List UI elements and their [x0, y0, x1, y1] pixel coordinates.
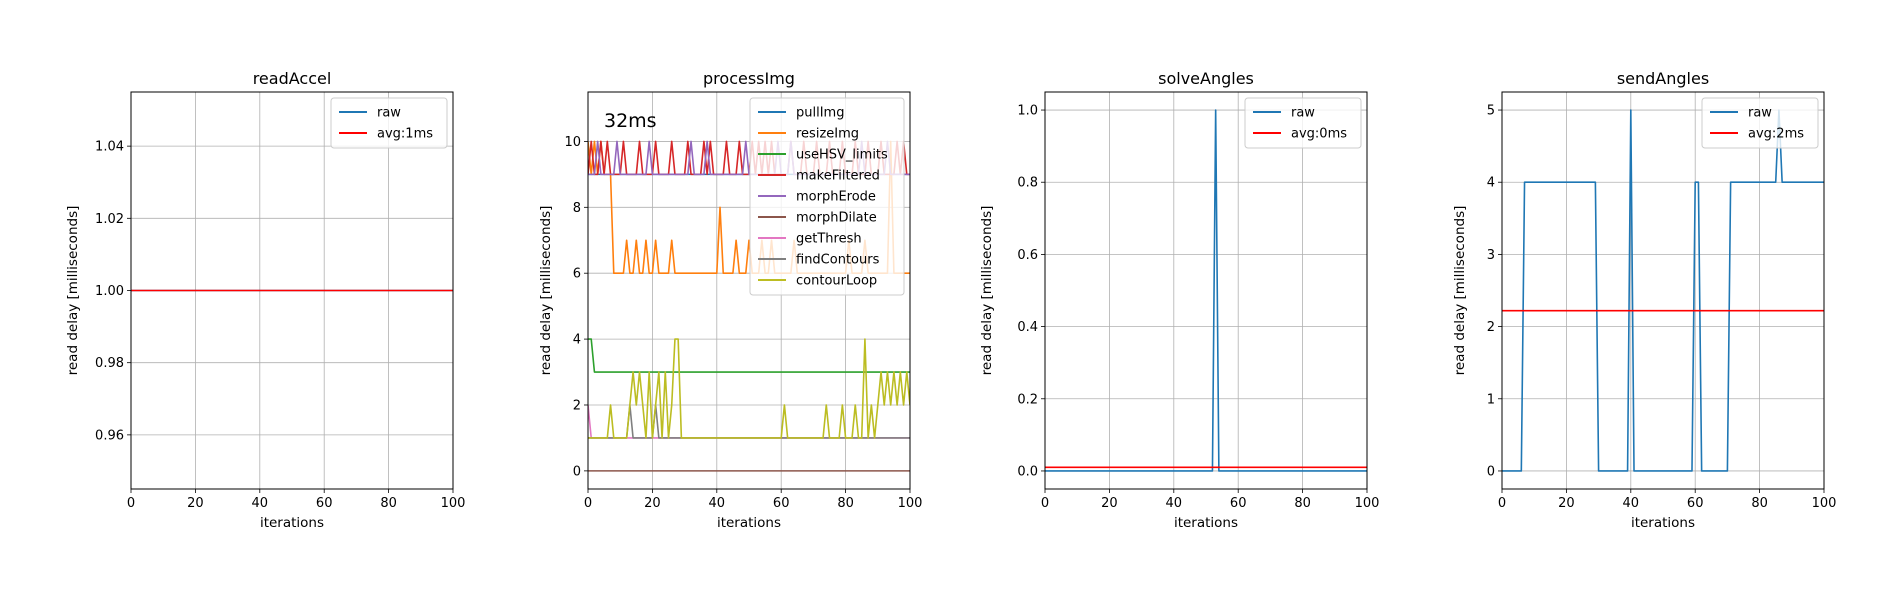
- legend-box: [1701, 97, 1819, 149]
- y-axis-label: read delay [milliseconds]: [65, 206, 81, 376]
- axes-frame: [1501, 91, 1825, 490]
- y-tick-label: 1.04: [95, 140, 124, 155]
- chart-panel-solveAngles: 0 20 40 60 80 100 0.0 0.2 0.4 0.6 0.8 1.0 solveAngle…: [979, 69, 1379, 531]
- legend-label: useHSV_limits: [796, 148, 888, 163]
- legend-label: morphErode: [796, 190, 876, 205]
- series-line-raw: [1502, 109, 1824, 472]
- legend-box: [1244, 97, 1362, 149]
- legend: raw avg:2ms: [1701, 97, 1819, 149]
- chart-annotation: 32ms: [604, 110, 657, 132]
- series-line-contourLoop: [588, 338, 910, 439]
- x-tick-label: 0: [1498, 496, 1506, 511]
- x-tick-label: 0: [1041, 496, 1049, 511]
- legend-box: [749, 97, 905, 296]
- legend-label: avg:0ms: [1291, 127, 1347, 142]
- legend-label: getThresh: [796, 232, 862, 247]
- x-axis-label: iterations: [1631, 515, 1695, 531]
- legend: raw avg:1ms: [330, 97, 448, 149]
- x-tick-label: 60: [773, 496, 790, 511]
- x-axis-label: iterations: [260, 515, 324, 531]
- x-tick-label: 40: [709, 496, 726, 511]
- legend-label: avg:1ms: [377, 127, 433, 142]
- y-tick-label: 5: [1487, 104, 1495, 119]
- y-tick-label: 4: [1487, 176, 1495, 191]
- y-tick-label: 0.96: [95, 428, 124, 443]
- y-tick-label: 0.0: [1017, 464, 1038, 479]
- legend-box: [330, 97, 448, 149]
- y-axis-label: read delay [milliseconds]: [538, 206, 554, 376]
- x-tick-label: 100: [1812, 496, 1837, 511]
- x-tick-label: 0: [584, 496, 592, 511]
- y-tick-label: 4: [573, 333, 581, 348]
- y-tick-label: 8: [573, 201, 581, 216]
- legend-label: contourLoop: [796, 274, 877, 289]
- y-tick-label: 1.0: [1017, 104, 1038, 119]
- y-tick-label: 0: [1487, 464, 1495, 479]
- y-tick-label: 0.2: [1017, 392, 1038, 407]
- y-tick-label: 6: [573, 267, 581, 282]
- x-tick-label: 40: [1623, 496, 1640, 511]
- y-tick-label: 1: [1487, 392, 1495, 407]
- chart-title: readAccel: [253, 69, 332, 88]
- legend-label: raw: [1748, 106, 1772, 121]
- y-tick-label: 0: [573, 464, 581, 479]
- x-tick-label: 60: [1687, 496, 1704, 511]
- series-line-raw: [1045, 109, 1367, 472]
- y-axis-label: read delay [milliseconds]: [1452, 206, 1468, 376]
- x-tick-label: 60: [1230, 496, 1247, 511]
- y-tick-label: 3: [1487, 248, 1495, 263]
- legend: raw avg:0ms: [1244, 97, 1362, 149]
- x-axis-label: iterations: [717, 515, 781, 531]
- legend: pullImg resizeImg useHSV_limits makeFiltere…: [749, 97, 905, 296]
- chart-title: sendAngles: [1617, 69, 1709, 88]
- x-axis-label: iterations: [1174, 515, 1238, 531]
- x-tick-label: 60: [316, 496, 333, 511]
- x-tick-label: 20: [1558, 496, 1575, 511]
- x-tick-label: 100: [1355, 496, 1380, 511]
- legend-label: findContours: [796, 253, 880, 268]
- y-tick-label: 0.6: [1017, 248, 1038, 263]
- x-tick-label: 0: [127, 496, 135, 511]
- x-tick-label: 20: [1101, 496, 1118, 511]
- chart-title: processImg: [703, 69, 795, 88]
- legend-label: makeFiltered: [796, 169, 880, 184]
- legend-label: pullImg: [796, 106, 844, 121]
- legend-label: raw: [1291, 106, 1315, 121]
- x-tick-label: 80: [837, 496, 854, 511]
- y-axis-label: read delay [milliseconds]: [979, 206, 995, 376]
- x-tick-label: 80: [1751, 496, 1768, 511]
- x-tick-label: 80: [380, 496, 397, 511]
- chart-panel-readAccel: 0 20 40 60 80 100 0.96 0.98 1.00 1.02 1.04 readAcce…: [65, 69, 465, 531]
- series-line-useHSV_limits: [588, 338, 910, 373]
- x-tick-label: 40: [252, 496, 269, 511]
- legend-label: resizeImg: [796, 127, 859, 142]
- x-tick-label: 40: [1166, 496, 1183, 511]
- series-group: [1502, 109, 1824, 472]
- y-tick-label: 2: [1487, 320, 1495, 335]
- x-tick-label: 100: [898, 496, 923, 511]
- legend-label: avg:2ms: [1748, 127, 1804, 142]
- y-tick-label: 0.8: [1017, 176, 1038, 191]
- y-tick-label: 1.02: [95, 212, 124, 227]
- series-group: [1045, 109, 1367, 472]
- x-tick-label: 20: [187, 496, 204, 511]
- y-tick-label: 1.00: [95, 284, 124, 299]
- chart-panel-sendAngles: 0 20 40 60 80 100 0 1 2 3 4 5 sendAngles iterations re…: [1452, 69, 1836, 531]
- y-tick-label: 0.4: [1017, 320, 1038, 335]
- x-tick-label: 100: [441, 496, 466, 511]
- legend-label: raw: [377, 106, 401, 121]
- x-tick-label: 20: [644, 496, 661, 511]
- y-tick-label: 0.98: [95, 356, 124, 371]
- axes-frame: [1044, 91, 1368, 490]
- y-tick-label: 10: [564, 135, 581, 150]
- axes-frame: [587, 91, 911, 490]
- legend-label: morphDilate: [796, 211, 877, 226]
- y-tick-label: 2: [573, 398, 581, 413]
- chart-title: solveAngles: [1158, 69, 1254, 88]
- chart-panel-processImg: 0 20 40 60 80 100 0 2 4 6 8 10 processImg iterations r…: [538, 69, 922, 531]
- x-tick-label: 80: [1294, 496, 1311, 511]
